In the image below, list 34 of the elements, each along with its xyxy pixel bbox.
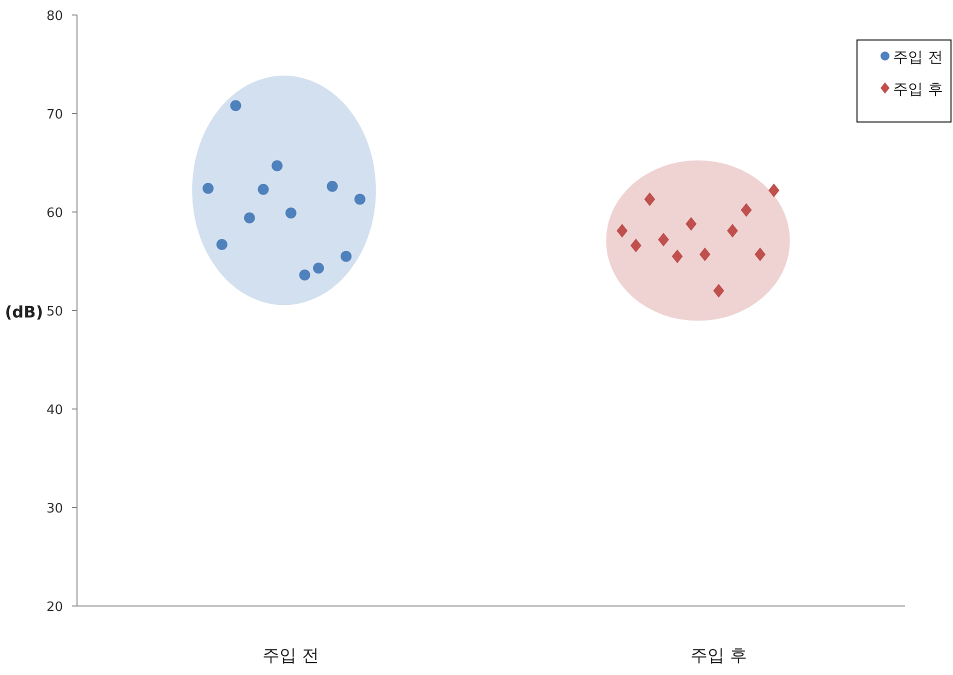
y-tick-label: 30: [46, 502, 63, 516]
point: [285, 207, 296, 218]
point: [644, 192, 656, 206]
point: [244, 212, 255, 224]
y-axis-title: (dB): [4, 302, 44, 322]
point: [216, 239, 228, 250]
point: [740, 203, 752, 217]
point: [230, 100, 242, 112]
y-tick-label: 70: [46, 108, 63, 122]
point: [616, 224, 628, 238]
point: [326, 180, 338, 192]
point: [658, 232, 669, 246]
y-tick-label: 40: [46, 403, 63, 418]
y-tick-label: 20: [46, 600, 63, 615]
y-tick-label: 60: [46, 206, 63, 221]
point: [340, 250, 352, 262]
point: [713, 284, 724, 298]
legend-label: 주입 후: [893, 80, 943, 98]
point: [313, 262, 324, 274]
y-tick-label: 80: [46, 9, 63, 24]
point: [727, 224, 738, 238]
point: [258, 184, 269, 195]
point: [630, 238, 642, 252]
y-tick-label: 50: [46, 304, 63, 320]
point: [699, 247, 710, 262]
point: [672, 249, 683, 264]
legend-label: 주입 전: [893, 48, 943, 66]
point: [354, 194, 366, 205]
point: [299, 270, 310, 281]
point: [754, 247, 766, 262]
point: [768, 183, 780, 198]
point: [686, 216, 697, 231]
point: [272, 160, 283, 172]
point: [202, 182, 214, 194]
